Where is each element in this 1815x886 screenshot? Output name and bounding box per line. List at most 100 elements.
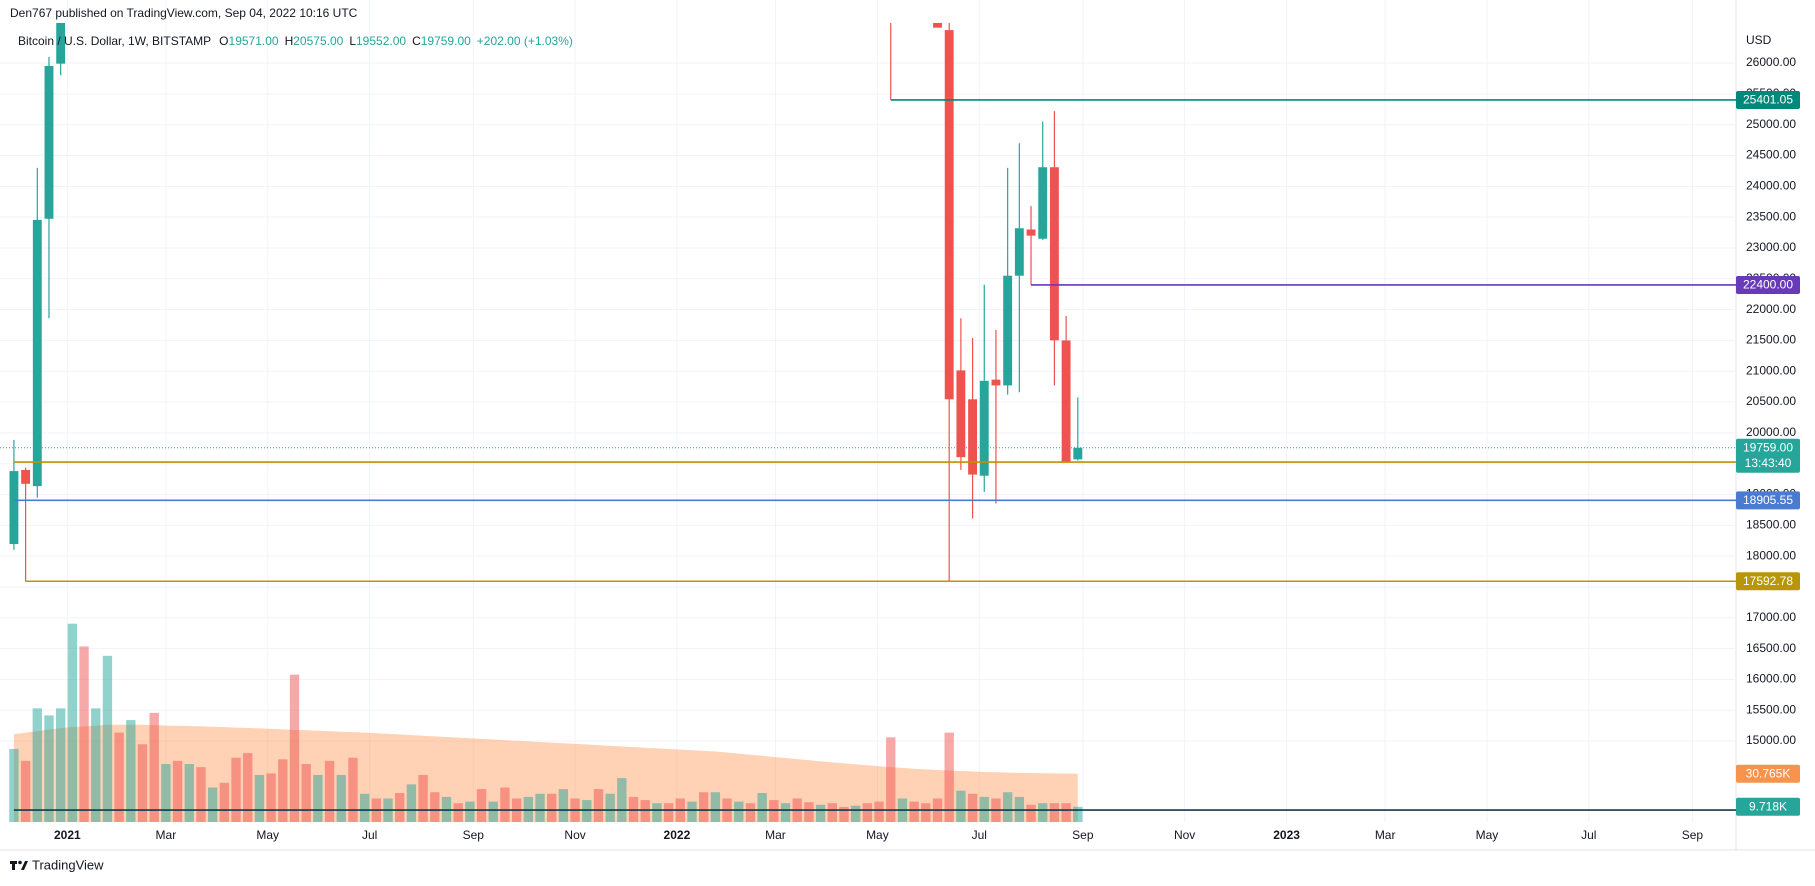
price-label: 17592.78 xyxy=(1743,574,1793,588)
y-tick-label: 25000.00 xyxy=(1746,117,1796,131)
header: Den767 published on TradingView.com, Sep… xyxy=(10,6,358,20)
y-tick-label: 21000.00 xyxy=(1746,363,1796,377)
volume-bar xyxy=(605,793,615,822)
volume-bar xyxy=(886,737,896,822)
volume-bar xyxy=(243,753,253,822)
volume-bar xyxy=(839,806,849,822)
volume-bar xyxy=(769,800,779,822)
candle-body xyxy=(32,219,42,487)
x-tick-label: Sep xyxy=(1072,828,1094,842)
volume-bar xyxy=(79,646,89,822)
y-tick-label: 20000.00 xyxy=(1746,425,1796,439)
legend-key: O xyxy=(219,34,228,48)
volume-bar xyxy=(500,787,510,822)
candle-body xyxy=(933,23,942,28)
volume-bar xyxy=(909,801,919,822)
volume-bar xyxy=(535,793,545,822)
legend-value: 19552.00 xyxy=(356,34,406,48)
volume-bar xyxy=(1038,803,1048,822)
price-labels: 25401.0522400.0019526.0018905.5517592.78… xyxy=(1736,90,1800,816)
volume-bar xyxy=(734,801,744,822)
volume-bar xyxy=(266,773,276,822)
volume-bar xyxy=(418,774,428,822)
y-tick-label: 24000.00 xyxy=(1746,179,1796,193)
y-tick-label: 18500.00 xyxy=(1746,518,1796,532)
y-tick-label: 15500.00 xyxy=(1746,702,1796,716)
candle-body xyxy=(944,30,954,400)
volume-bar xyxy=(652,803,662,822)
volume-label-box xyxy=(1736,797,1800,816)
footer-logo xyxy=(10,860,28,870)
volume-bar xyxy=(1061,803,1071,822)
countdown: 13:43:40 xyxy=(1745,456,1792,470)
y-tick-label: 17000.00 xyxy=(1746,610,1796,624)
y-tick-label: 22000.00 xyxy=(1746,302,1796,316)
legend-value: 19759.00 xyxy=(421,34,471,48)
x-tick-label: Jul xyxy=(1581,828,1596,842)
x-tick-label: May xyxy=(256,828,279,842)
volume-bar xyxy=(231,757,241,822)
last-price-box xyxy=(1736,438,1800,473)
x-tick-label: 2021 xyxy=(54,828,81,842)
x-tick-label: May xyxy=(866,828,889,842)
volume-bar xyxy=(1073,806,1083,822)
volume-bar xyxy=(126,720,136,822)
volume-bar xyxy=(289,674,300,822)
volume-bar xyxy=(102,655,113,822)
candle-body xyxy=(9,471,19,545)
x-tick-label: Jul xyxy=(972,828,987,842)
volume-bar xyxy=(476,789,487,822)
volume-bar xyxy=(1049,803,1060,822)
last-price-label: 19759.00 xyxy=(1743,440,1793,454)
volume-bar xyxy=(1026,804,1036,822)
candle-body xyxy=(956,370,966,458)
volume-bar xyxy=(348,757,358,822)
y-tick-label: 20500.00 xyxy=(1746,394,1796,408)
y-tick-label: 24500.00 xyxy=(1746,148,1796,162)
volume-bar xyxy=(944,732,954,822)
volume-bar xyxy=(745,803,756,822)
volume-bar xyxy=(196,767,206,822)
price-label-box xyxy=(1736,275,1800,294)
price-label: 22400.00 xyxy=(1743,278,1793,292)
volume-bar xyxy=(44,715,54,822)
volume-bar xyxy=(32,708,42,822)
volume-bar xyxy=(278,759,288,822)
x-tick-label: Mar xyxy=(1375,828,1396,842)
volume-bar xyxy=(395,793,405,822)
x-tick-label: Sep xyxy=(463,828,485,842)
candle-body xyxy=(44,65,54,219)
volume-bar xyxy=(430,792,440,822)
volume-bar xyxy=(137,744,148,822)
footer: TradingView xyxy=(32,857,104,872)
legend-key: C xyxy=(412,34,421,48)
volume-bar xyxy=(172,760,183,822)
candle-body xyxy=(1073,447,1083,460)
x-tick-label: Nov xyxy=(564,828,585,842)
volume-bar xyxy=(114,732,124,822)
volume-bar xyxy=(67,623,78,822)
volume-ma-label-box xyxy=(1736,764,1800,783)
volume-bar xyxy=(757,793,767,822)
legend-key: H xyxy=(285,34,294,48)
volume-bar xyxy=(336,774,346,822)
volume-label: 9.718K xyxy=(1749,799,1787,813)
volume-bar xyxy=(780,803,791,822)
legend: Bitcoin / U.S. Dollar, 1W, BITSTAMP O1957… xyxy=(18,34,573,48)
candle-body xyxy=(1003,275,1013,386)
volume-bar xyxy=(710,792,721,822)
candle-body xyxy=(991,379,1001,386)
legend-key: L xyxy=(349,34,356,48)
volume-bar xyxy=(593,789,604,822)
volume-bar xyxy=(558,789,569,822)
candle-body xyxy=(979,380,989,476)
volume-bar xyxy=(663,803,674,822)
x-tick-label: Mar xyxy=(765,828,786,842)
x-tick-label: Jul xyxy=(362,828,377,842)
y-tick-label: 16500.00 xyxy=(1746,641,1796,655)
grid xyxy=(0,0,1736,822)
x-tick-label: 2022 xyxy=(664,828,691,842)
